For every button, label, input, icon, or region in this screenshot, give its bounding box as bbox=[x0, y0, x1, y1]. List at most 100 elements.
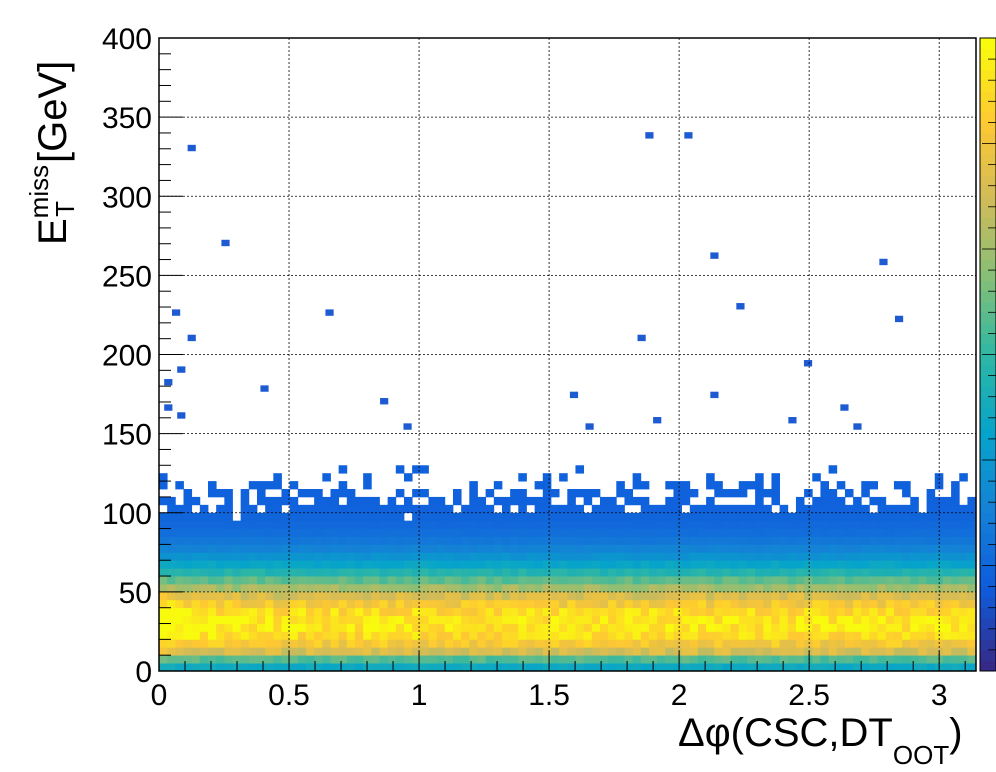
heatmap-cell bbox=[550, 544, 560, 553]
heatmap-cell bbox=[452, 615, 462, 624]
heatmap-cell bbox=[583, 536, 593, 545]
heatmap-cell bbox=[804, 583, 813, 593]
heatmap-cell bbox=[428, 544, 438, 553]
heatmap-cell bbox=[812, 496, 821, 506]
heatmap-cell bbox=[665, 544, 674, 553]
heatmap-cell bbox=[746, 560, 756, 569]
heatmap-cell bbox=[208, 607, 217, 617]
heatmap-cell bbox=[256, 544, 266, 553]
heatmap-cell bbox=[812, 583, 821, 593]
heatmap-cell bbox=[224, 512, 233, 522]
heatmap-cell bbox=[853, 536, 862, 545]
heatmap-cell bbox=[608, 496, 617, 506]
heatmap-cell bbox=[828, 647, 838, 656]
heatmap-cell bbox=[738, 583, 748, 593]
heatmap-cell bbox=[477, 528, 487, 537]
heatmap-cell bbox=[485, 623, 495, 632]
svg-text:EmissT[GeV]: EmissT[GeV] bbox=[24, 61, 80, 245]
heatmap-cell bbox=[861, 631, 870, 640]
heatmap-cell bbox=[918, 512, 927, 522]
heatmap-cell bbox=[869, 583, 878, 593]
heatmap-cell bbox=[755, 528, 764, 537]
heatmap-cell bbox=[208, 647, 217, 656]
heatmap-cell bbox=[599, 583, 609, 593]
heatmap-cell bbox=[567, 655, 576, 664]
heatmap-cell bbox=[550, 536, 560, 545]
heatmap-cell bbox=[934, 496, 944, 506]
heatmap-cell bbox=[795, 639, 805, 648]
heatmap-cell bbox=[183, 544, 193, 553]
heatmap-cell bbox=[387, 576, 397, 585]
heatmap-cell bbox=[877, 496, 887, 506]
heatmap-cell bbox=[526, 536, 536, 545]
heatmap-cell bbox=[167, 560, 176, 569]
heatmap-cell bbox=[869, 568, 878, 577]
palette-segment bbox=[980, 259, 996, 271]
heatmap-cell bbox=[567, 496, 576, 506]
heatmap-cell bbox=[256, 481, 266, 490]
heatmap-cell bbox=[902, 536, 911, 545]
heatmap-cell bbox=[763, 576, 772, 585]
heatmap-cell bbox=[412, 504, 421, 514]
heatmap-cell bbox=[387, 568, 397, 577]
heatmap-cell bbox=[820, 599, 829, 609]
heatmap-cell bbox=[363, 631, 372, 640]
heatmap-cell bbox=[567, 544, 576, 553]
heatmap-cell bbox=[175, 639, 184, 648]
heatmap-cell bbox=[175, 512, 184, 522]
heatmap-cell bbox=[420, 615, 429, 624]
heatmap-cell bbox=[395, 647, 405, 656]
heatmap-cell bbox=[330, 496, 340, 506]
heatmap-cell bbox=[918, 576, 927, 585]
heatmap-cell bbox=[281, 655, 291, 664]
heatmap-cell bbox=[534, 568, 544, 577]
heatmap-cell bbox=[542, 473, 552, 482]
heatmap-cell bbox=[387, 615, 397, 624]
heatmap-cell bbox=[305, 663, 315, 672]
heatmap-cell bbox=[942, 552, 952, 561]
heatmap-cell bbox=[420, 528, 429, 537]
heatmap-cell bbox=[395, 552, 405, 561]
heatmap-cell bbox=[338, 552, 348, 561]
heatmap-cell bbox=[877, 520, 887, 529]
sparse-bin bbox=[187, 144, 196, 152]
heatmap-cell bbox=[616, 655, 625, 664]
heatmap-cell bbox=[444, 623, 454, 632]
heatmap-cell bbox=[501, 520, 511, 529]
heatmap-cell bbox=[346, 639, 356, 648]
heatmap-cell bbox=[273, 583, 282, 593]
heatmap-cell bbox=[959, 552, 968, 561]
heatmap-cell bbox=[583, 489, 593, 498]
heatmap-cell bbox=[526, 552, 536, 561]
heatmap-cell bbox=[820, 607, 829, 617]
heatmap-cell bbox=[159, 639, 168, 648]
heatmap-cell bbox=[616, 583, 625, 593]
heatmap-cell bbox=[395, 520, 405, 529]
heatmap-cell bbox=[861, 623, 870, 632]
heatmap-cell bbox=[836, 631, 846, 640]
heatmap-cell bbox=[967, 623, 976, 632]
heatmap-cell bbox=[493, 607, 503, 617]
heatmap-cell bbox=[371, 544, 380, 553]
heatmap-cell bbox=[755, 481, 764, 490]
heatmap-cell bbox=[575, 615, 585, 624]
heatmap-cell bbox=[526, 615, 536, 624]
heatmap-cell bbox=[281, 552, 291, 561]
heatmap-cell bbox=[918, 615, 927, 624]
heatmap-cell bbox=[836, 639, 846, 648]
heatmap-cell bbox=[363, 560, 372, 569]
heatmap-cell bbox=[526, 528, 536, 537]
heatmap-cell bbox=[248, 607, 258, 617]
heatmap-cell bbox=[354, 504, 364, 514]
heatmap-cell bbox=[191, 520, 201, 529]
heatmap-cell bbox=[338, 655, 348, 664]
heatmap-cell bbox=[951, 607, 960, 617]
heatmap-cell bbox=[510, 607, 519, 617]
heatmap-cell bbox=[730, 615, 740, 624]
heatmap-cell bbox=[681, 512, 691, 522]
heatmap-cell bbox=[877, 639, 887, 648]
heatmap-cell bbox=[787, 560, 797, 569]
heatmap-cell bbox=[738, 512, 748, 522]
heatmap-cell bbox=[469, 489, 478, 498]
heatmap-cell bbox=[861, 489, 870, 498]
